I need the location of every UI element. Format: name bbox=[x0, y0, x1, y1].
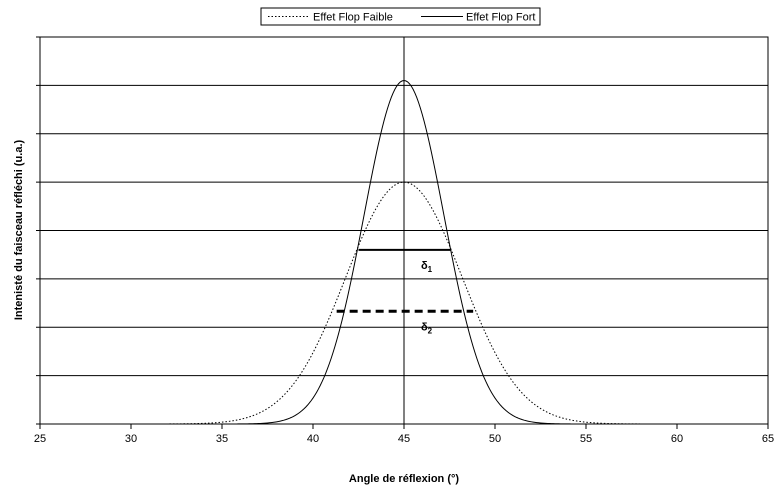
width-label-δ2: δ2 bbox=[421, 321, 433, 335]
x-tick-label-50: 50 bbox=[489, 433, 501, 445]
x-tick-label-65: 65 bbox=[762, 433, 774, 445]
width-label-symbol: δ bbox=[421, 321, 428, 333]
x-axis-title: Angle de réflexion (°) bbox=[349, 473, 459, 485]
width-label-δ1: δ1 bbox=[421, 260, 433, 274]
y-axis-title: Intenisté du faisceau réfléchi (u.a.) bbox=[13, 140, 25, 321]
x-tick-label-40: 40 bbox=[307, 433, 319, 445]
width-label-subscript: 1 bbox=[428, 265, 433, 274]
series-line-effet-flop-fort bbox=[40, 80, 768, 425]
legend: Effet Flop Faible Effet Flop Fort bbox=[260, 7, 541, 26]
x-tick-label-45: 45 bbox=[398, 433, 410, 445]
legend-label-effet-flop-faible: Effet Flop Faible bbox=[313, 12, 393, 24]
x-tick-label-25: 25 bbox=[34, 433, 46, 445]
legend-box bbox=[260, 7, 541, 26]
x-tick-label-55: 55 bbox=[580, 433, 592, 445]
width-label-symbol: δ bbox=[421, 260, 428, 272]
x-tick-label-30: 30 bbox=[125, 433, 137, 445]
width-label-subscript: 2 bbox=[428, 326, 433, 335]
legend-label-effet-flop-fort: Effet Flop Fort bbox=[466, 12, 536, 24]
x-tick-label-60: 60 bbox=[671, 433, 683, 445]
x-tick-label-35: 35 bbox=[216, 433, 228, 445]
